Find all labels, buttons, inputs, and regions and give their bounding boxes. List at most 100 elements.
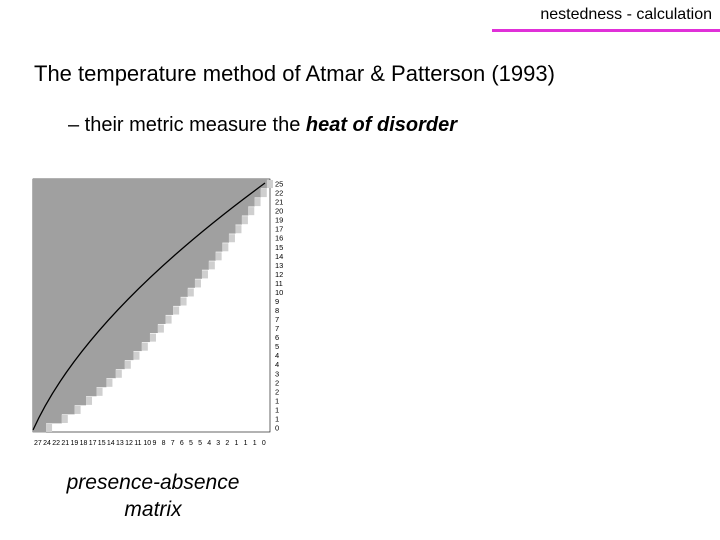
matrix-step-cell xyxy=(86,396,93,405)
column-label: 19 xyxy=(70,440,78,447)
row-label: 6 xyxy=(275,333,279,342)
column-label: 7 xyxy=(171,440,175,447)
matrix-step-cell xyxy=(260,189,267,198)
row-label: 16 xyxy=(275,234,283,243)
matrix-presence-row xyxy=(33,314,166,324)
column-labels: 27 24 22 21 19 18 17 15 14 13 12 11 10 9 8 7 6 5 5 4 3 2 1 1 1 0 xyxy=(34,440,266,447)
matrix-step-cell xyxy=(180,297,187,306)
matrix-step-cell xyxy=(61,414,68,423)
matrix-area xyxy=(32,178,273,433)
matrix-step-cell xyxy=(194,279,201,288)
column-label: 9 xyxy=(153,440,157,447)
column-label: 15 xyxy=(98,440,106,447)
bullet-emphasis: heat of disorder xyxy=(305,114,458,136)
row-label: 10 xyxy=(275,288,283,297)
row-label: 7 xyxy=(275,324,279,333)
column-label: 12 xyxy=(125,440,133,447)
column-label: 3 xyxy=(216,440,220,447)
presence-absence-matrix: 2522212019171615141312111098776544322111… xyxy=(32,178,283,447)
column-label: 22 xyxy=(52,440,60,447)
matrix-presence-row xyxy=(33,404,75,415)
matrix-presence-row xyxy=(33,395,87,406)
row-label: 25 xyxy=(275,180,283,189)
matrix-presence-row xyxy=(33,206,249,216)
bullet-text: – their metric measure the xyxy=(68,114,306,136)
column-label: 17 xyxy=(89,440,97,447)
column-label: 4 xyxy=(207,440,211,447)
row-label: 1 xyxy=(275,414,279,423)
matrix-step-cell xyxy=(157,324,164,333)
matrix-presence-row xyxy=(33,224,236,234)
matrix-presence-row xyxy=(33,350,134,361)
row-label: 9 xyxy=(275,297,279,306)
caption-line: presence-absence xyxy=(66,471,240,494)
matrix-step-cell xyxy=(187,288,194,297)
column-label: 2 xyxy=(225,440,229,447)
column-label: 0 xyxy=(262,440,266,447)
matrix-step-cell xyxy=(165,315,172,324)
row-label: 2 xyxy=(275,378,279,387)
matrix-presence-row xyxy=(33,296,181,306)
column-label: 27 xyxy=(34,440,42,447)
row-label: 5 xyxy=(275,342,279,351)
matrix-presence-row xyxy=(33,323,158,334)
matrix-presence-row xyxy=(33,386,97,397)
column-label: 21 xyxy=(61,440,69,447)
matrix-presence-row xyxy=(33,233,229,243)
matrix-presence-row xyxy=(33,422,47,433)
matrix-step-cell xyxy=(241,216,248,225)
matrix-step-cell xyxy=(215,252,222,261)
matrix-presence-row xyxy=(33,359,125,370)
column-label: 1 xyxy=(253,440,257,447)
row-label: 20 xyxy=(275,207,283,216)
row-label: 12 xyxy=(275,270,283,279)
row-label: 15 xyxy=(275,243,283,252)
row-label: 22 xyxy=(275,189,283,198)
matrix-presence-row xyxy=(33,251,216,261)
matrix-step-cell xyxy=(106,378,113,387)
column-label: 14 xyxy=(107,440,115,447)
matrix-presence-row xyxy=(33,377,107,388)
column-label: 1 xyxy=(235,440,239,447)
isocline-curve xyxy=(32,182,266,431)
matrix-step-cell xyxy=(208,261,215,270)
matrix-step-cell xyxy=(74,405,81,414)
matrix-step-cell xyxy=(124,360,131,369)
matrix-presence-row xyxy=(33,368,116,379)
column-label: 6 xyxy=(180,440,184,447)
slide-title: The temperature method of Atmar & Patter… xyxy=(34,61,555,86)
matrix-presence-row xyxy=(33,179,267,189)
matrix-step-cell xyxy=(115,369,122,378)
row-label: 8 xyxy=(275,306,279,315)
matrix-step-cell xyxy=(222,243,229,252)
matrix-step-cell xyxy=(235,225,242,234)
row-label: 4 xyxy=(275,360,279,369)
matrix-presence-row xyxy=(33,287,188,297)
row-label: 7 xyxy=(275,315,279,324)
row-label: 0 xyxy=(275,423,279,432)
row-label: 21 xyxy=(275,198,283,207)
matrix-step-cell xyxy=(248,207,255,216)
column-label: 18 xyxy=(80,440,88,447)
bullet-point: – their metric measure the heat of disor… xyxy=(68,112,457,138)
row-label: 4 xyxy=(275,351,279,360)
header-label: nestedness - calculation xyxy=(540,6,712,23)
column-label: 10 xyxy=(143,440,151,447)
matrix-presence-row xyxy=(33,197,255,207)
row-label: 1 xyxy=(275,405,279,414)
column-label: 5 xyxy=(198,440,202,447)
matrix-presence-row xyxy=(33,341,142,352)
matrix-presence-row xyxy=(33,305,174,315)
row-label: 3 xyxy=(275,369,279,378)
matrix-step-cell xyxy=(149,333,156,342)
matrix-caption: presence-absence matrix xyxy=(30,469,276,523)
matrix-step-cell xyxy=(46,423,53,432)
column-label: 24 xyxy=(43,440,51,447)
matrix-step-cell xyxy=(173,306,180,315)
matrix-step-cell xyxy=(141,342,148,351)
column-label: 5 xyxy=(189,440,193,447)
column-label: 1 xyxy=(244,440,248,447)
matrix-presence-row xyxy=(33,278,195,288)
column-label: 11 xyxy=(134,440,141,447)
matrix-step-cell xyxy=(228,234,235,243)
